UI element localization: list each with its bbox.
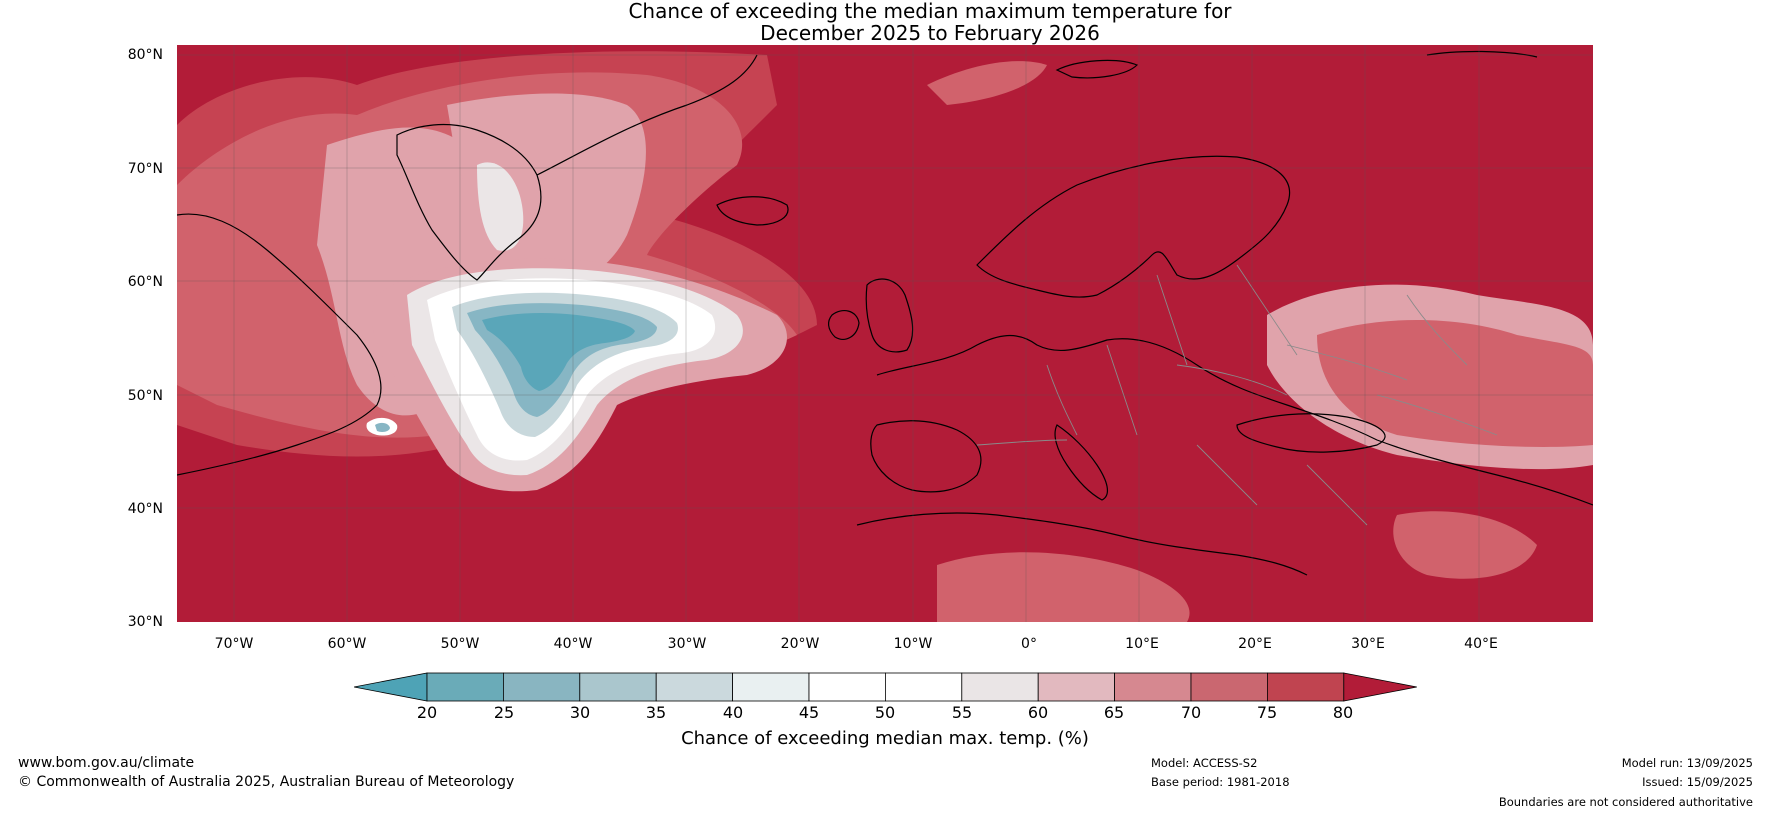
colorbar — [354, 672, 1417, 702]
lat-label-70: 70°N — [127, 161, 163, 177]
colorbar-tick-60: 60 — [1027, 703, 1049, 722]
lon-label-10e: 10°E — [1125, 636, 1159, 652]
base-period-text: Base period: 1981-2018 — [1151, 775, 1290, 789]
model-run-text: Model run: 13/09/2025 — [1621, 756, 1753, 770]
map-title: Chance of exceeding the median maximum t… — [0, 0, 1770, 44]
lat-label-60: 60°N — [127, 274, 163, 290]
colorbar-tick-50: 50 — [874, 703, 896, 722]
forecast-map — [177, 45, 1593, 622]
region-30-small — [375, 422, 390, 432]
website-link[interactable]: www.bom.gov.au/climate — [18, 755, 195, 771]
colorbar-extend-high — [1343, 672, 1417, 702]
issued-text: Issued: 15/09/2025 — [1642, 775, 1753, 789]
lon-label-20w: 20°W — [780, 636, 820, 652]
region-70d — [927, 61, 1047, 105]
colorbar-tick-80: 80 — [1332, 703, 1354, 722]
colorbar-cell — [732, 672, 810, 702]
title-line-1: Chance of exceeding the median maximum t… — [628, 0, 1232, 23]
colorbar-tick-40: 40 — [722, 703, 744, 722]
colorbar-tick-70: 70 — [1180, 703, 1202, 722]
colorbar-cell — [579, 672, 657, 702]
title-line-2: December 2025 to February 2026 — [760, 21, 1100, 45]
colorbar-tick-65: 65 — [1103, 703, 1125, 722]
colorbar-cell — [1037, 672, 1116, 702]
lon-label-60w: 60°W — [327, 636, 367, 652]
region-70f — [1393, 511, 1537, 579]
colorbar-cell — [885, 672, 963, 702]
colorbar-label: Chance of exceeding median max. temp. (%… — [681, 728, 1089, 749]
lon-label-30e: 30°E — [1351, 636, 1385, 652]
lon-label-20e: 20°E — [1238, 636, 1272, 652]
coastlines — [177, 50, 1593, 576]
region-70c — [1317, 320, 1593, 447]
colorbar-tick-25: 25 — [493, 703, 515, 722]
colorbar-cell — [1114, 672, 1192, 702]
colorbar-tick-35: 35 — [645, 703, 667, 722]
lon-label-40e: 40°E — [1464, 636, 1498, 652]
country-borders — [976, 264, 1498, 526]
gridlines — [177, 45, 1593, 622]
lon-label-70w: 70°W — [214, 636, 254, 652]
lon-label-50w: 50°W — [440, 636, 480, 652]
colorbar-cell — [1190, 672, 1268, 702]
copyright-text: © Commonwealth of Australia 2025, Austra… — [18, 774, 515, 790]
colorbar-cell — [1267, 672, 1345, 702]
lat-label-80: 80°N — [127, 47, 163, 63]
lon-label-10w: 10°W — [893, 636, 933, 652]
model-text: Model: ACCESS-S2 — [1151, 756, 1258, 770]
map-svg — [177, 45, 1593, 622]
disclaimer-text: Boundaries are not considered authoritat… — [1498, 795, 1753, 809]
colorbar-tick-75: 75 — [1256, 703, 1278, 722]
colorbar-cell — [961, 672, 1039, 702]
colorbar-tick-30: 30 — [569, 703, 591, 722]
colorbar-tick-20: 20 — [416, 703, 438, 722]
lat-label-50: 50°N — [127, 388, 163, 404]
colorbar-tick-45: 45 — [798, 703, 820, 722]
colorbar-extend-low — [354, 672, 428, 702]
colorbar-tick-55: 55 — [951, 703, 973, 722]
lon-label-40w: 40°W — [553, 636, 593, 652]
colorbar-cell — [426, 672, 504, 702]
region-25-atl — [482, 312, 635, 391]
lat-label-40: 40°N — [127, 501, 163, 517]
colorbar-cell — [655, 672, 734, 702]
colorbar-cell — [808, 672, 886, 702]
lon-label-30w: 30°W — [667, 636, 707, 652]
lon-label-0: 0° — [1021, 636, 1037, 652]
region-70e — [937, 552, 1190, 622]
colorbar-cell — [502, 672, 581, 702]
lat-label-30: 30°N — [127, 614, 163, 630]
region-60 — [477, 162, 524, 251]
